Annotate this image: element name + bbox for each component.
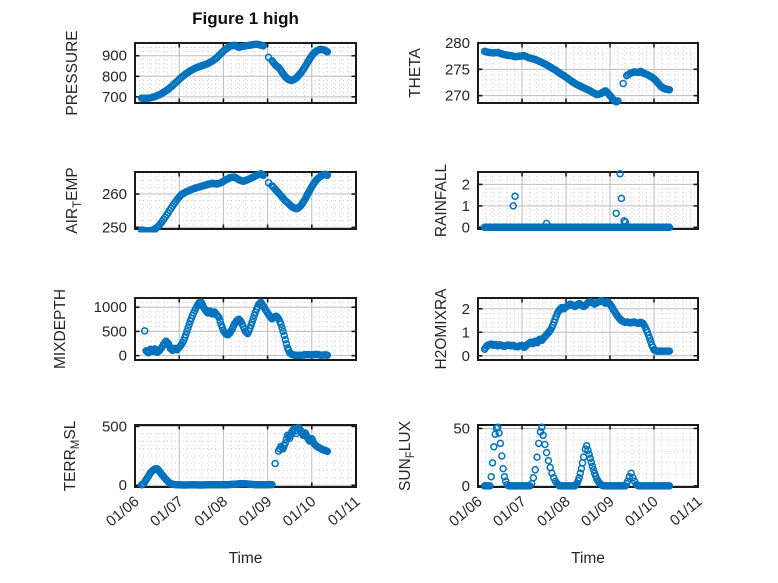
x-tick-label: 01/07 xyxy=(490,493,530,530)
y-tick-label: 0 xyxy=(462,348,470,365)
x-tick-label: 01/08 xyxy=(534,493,574,530)
subplot-theta: 270 275 280 THETA xyxy=(407,35,699,106)
x-tick-label: 01/06 xyxy=(103,493,143,530)
y-tick-label: 250 xyxy=(102,219,127,236)
x-tick-label: 01/06 xyxy=(446,493,486,530)
y-tick-label: 260 xyxy=(102,186,127,203)
y-tick-label: 275 xyxy=(445,61,470,78)
y-tick-label: 500 xyxy=(102,323,127,340)
x-tick-label: 01/11 xyxy=(667,493,706,529)
ylabel-h2omixra: H2OMIXRA xyxy=(433,288,450,370)
y-tick-label: 50 xyxy=(453,420,470,437)
minor-grid xyxy=(478,172,698,229)
x-tick-label: 01/07 xyxy=(147,493,187,530)
y-tick-label: 1000 xyxy=(94,299,127,316)
x-tick-label: 01/08 xyxy=(191,493,231,530)
y-tick-label: 1 xyxy=(462,324,470,341)
tick-marks xyxy=(134,172,357,229)
y-tick-label: 700 xyxy=(102,89,127,106)
axes-box xyxy=(134,297,357,361)
minor-grid xyxy=(478,425,698,487)
xlabel-left: Time xyxy=(228,550,263,567)
series-air_temp xyxy=(137,169,332,233)
y-tick-label: 270 xyxy=(445,88,470,105)
subplot-mixdepth: 0 500 1000 MIXDEPTH xyxy=(52,289,357,369)
ylabel-pressure: PRESSURE xyxy=(64,30,81,115)
y-tick-label: 900 xyxy=(102,48,127,65)
subplot-terr_msl: 0 500 01/06 01/07 01/08 01/09 01/10 01/11 TERRMS… xyxy=(62,418,364,530)
tick-marks xyxy=(477,298,699,360)
series-terr_msl xyxy=(137,423,332,489)
subplot-rainfall: 0 1 2 RAINFALL xyxy=(433,164,699,238)
series-h2omixra xyxy=(480,297,674,355)
axes-box xyxy=(134,171,357,230)
subplot-pressure: 700 800 900 PRESSURE xyxy=(64,30,357,116)
subplot-h2omixra: 0 1 2 H2OMIXRA xyxy=(433,288,699,370)
ylabel-rainfall: RAINFALL xyxy=(433,164,450,238)
series-sun_flux xyxy=(480,423,674,490)
series-pressure xyxy=(137,40,332,103)
ylabel-sun_flux: SUNFLUX xyxy=(397,420,417,491)
y-tick-label: 0 xyxy=(462,478,470,495)
ylabel-air_temp: AIRTEMP xyxy=(64,167,84,233)
subplot-air_temp: 250 260 AIRTEMP xyxy=(64,167,357,236)
axes-box xyxy=(477,42,699,104)
y-tick-label: 0 xyxy=(462,219,470,236)
y-tick-label: 2 xyxy=(462,301,470,318)
y-tick-label: 500 xyxy=(102,418,127,435)
xlabel-right: Time xyxy=(571,550,605,567)
x-tick-label: 01/09 xyxy=(235,493,275,530)
figure-title: Figure 1 high xyxy=(192,9,299,28)
series-rainfall xyxy=(480,169,674,232)
y-tick-label: 1 xyxy=(462,198,470,215)
tick-marks xyxy=(134,43,357,103)
axes-box xyxy=(477,424,699,488)
ylabel-mixdepth: MIXDEPTH xyxy=(52,289,69,369)
x-tick-label: 01/11 xyxy=(325,493,364,529)
y-tick-label: 2 xyxy=(462,176,470,193)
series-mixdepth xyxy=(140,298,332,360)
y-tick-label: 0 xyxy=(119,348,127,365)
ylabel-theta: THETA xyxy=(407,48,424,98)
x-tick-label: 01/10 xyxy=(622,493,662,530)
y-tick-label: 0 xyxy=(119,477,127,494)
subplot-sun_flux: 0 50 01/06 01/07 01/08 01/09 01/10 01/11 SUNFLUX xyxy=(397,420,706,530)
y-tick-label: 280 xyxy=(445,35,470,52)
x-tick-label: 01/10 xyxy=(280,493,320,530)
series-theta xyxy=(480,47,674,106)
y-tick-label: 800 xyxy=(102,68,127,85)
ylabel-terr_msl: TERRMSL xyxy=(62,420,82,491)
major-grid xyxy=(478,298,698,360)
x-tick-label: 01/09 xyxy=(578,493,618,530)
axes-box xyxy=(477,297,699,361)
